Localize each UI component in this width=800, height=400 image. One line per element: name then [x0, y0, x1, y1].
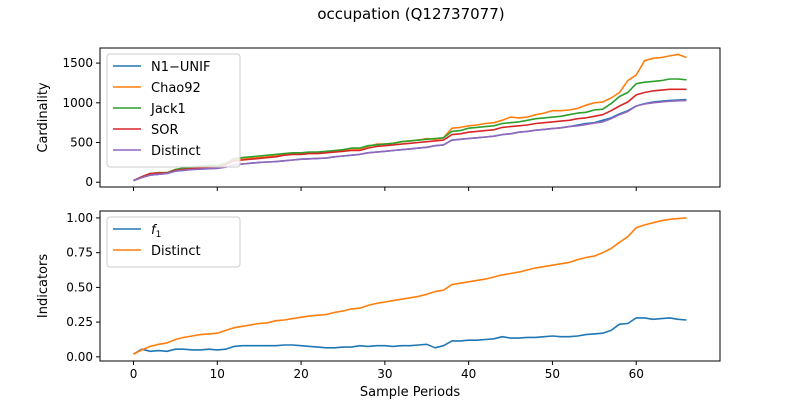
- legend-box: [106, 216, 241, 268]
- y-axis-label: Cardinality: [36, 82, 51, 153]
- y-tick-label: 1.00: [66, 211, 93, 225]
- x-tick-label: 10: [210, 367, 225, 381]
- x-tick-label: 20: [293, 367, 308, 381]
- y-tick-label: 0.25: [66, 315, 93, 329]
- subplot-1: 0 500 1000 1500 Cardinality N1−UNIF Chao92 Jack…: [36, 47, 721, 191]
- y-tick-label: 0.75: [66, 246, 93, 260]
- y-tick-label: 1000: [62, 96, 93, 110]
- y-tick-label: 1500: [62, 56, 93, 70]
- x-tick-label: 40: [461, 367, 476, 381]
- legend: f1 Distinct: [106, 216, 241, 268]
- x-tick-label: 30: [377, 367, 392, 381]
- axes-frame: [99, 47, 721, 188]
- x-tick-label: 0: [130, 367, 138, 381]
- x-tick-label: 50: [545, 367, 560, 381]
- figure-title: occupation (Q12737077): [317, 5, 504, 23]
- legend: N1−UNIF Chao92 Jack1 SOR Distinct: [106, 53, 241, 168]
- legend-label: Chao92: [151, 81, 201, 96]
- legend-label: f1: [151, 223, 161, 240]
- x-tick-label: 60: [629, 367, 644, 381]
- axes-frame: [99, 210, 721, 362]
- subplots: 050010001500CardinalityN1−UNIFChao92Jack…: [36, 47, 721, 400]
- series-line-distinct: [133, 217, 687, 355]
- legend-box: [106, 53, 241, 168]
- legend-label: SOR: [151, 123, 179, 138]
- y-tick-label: 500: [70, 136, 93, 150]
- legend-label: Distinct: [151, 244, 201, 259]
- y-tick-label: 0.00: [66, 350, 93, 364]
- y-axis-label: Indicators: [36, 254, 51, 318]
- legend-label: Distinct: [151, 144, 201, 159]
- x-axis-label: Sample Periods: [360, 385, 460, 400]
- subplot-2: 0 10 20 30 40 50 60 0.00 0.25 0.50 0.75 1.00 Indicat…: [36, 210, 721, 400]
- y-tick-label: 0.50: [66, 280, 93, 294]
- legend-label: N1−UNIF: [151, 60, 210, 75]
- series-line-f: [133, 317, 687, 355]
- y-tick-label: 0: [85, 175, 93, 189]
- legend-label: Jack1: [150, 102, 186, 117]
